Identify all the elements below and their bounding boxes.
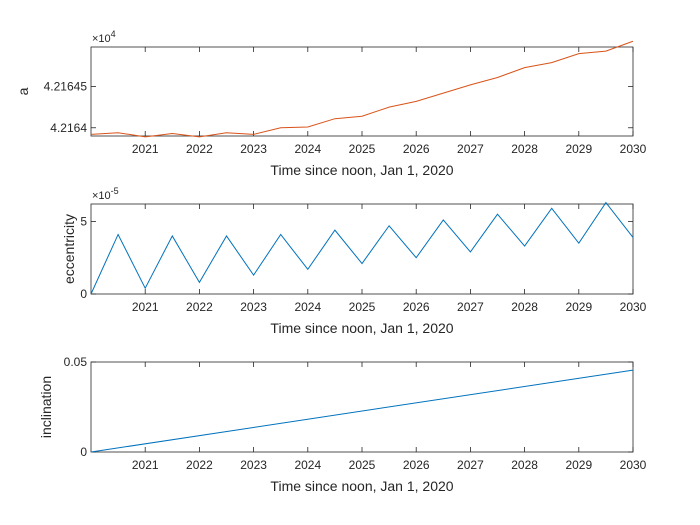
semi-major-axis-x-tick-label: 2030 [620,142,647,156]
eccentricity-x-tick-label: 2028 [511,300,538,314]
semi-major-axis-series-line [90,40,634,138]
semi-major-axis-x-tick-label: 2022 [186,142,213,156]
inclination-x-axis-label: Time since noon, Jan 1, 2020 [270,478,453,494]
eccentricity-subplot: 2021 2022 2023 2024 2025 2026 2027 2028 2029 2030… [61,186,647,336]
semi-major-axis-exponent-power: 4 [111,29,116,39]
eccentricity-x-tick-label: 2026 [403,300,430,314]
eccentricity-exponent-base: ×10 [92,190,111,202]
eccentricity-x-tick-label: 2025 [349,300,376,314]
inclination-axes-box [90,361,634,453]
semi-major-axis-y-tick-label: 4.21645 [44,80,88,94]
inclination-x-tick-label: 2030 [620,458,647,472]
semi-major-axis-x-tick-label: 2029 [565,142,592,156]
eccentricity-x-tick-label: 2030 [620,300,647,314]
eccentricity-y-tick-label: 0 [80,287,87,301]
inclination-series-line [90,369,634,453]
inclination-x-tick-label: 2023 [240,458,267,472]
subplots: 2021 2022 2023 2024 2025 2026 2027 2028 2029 2030… [15,29,647,494]
eccentricity-x-tick-label: 2027 [457,300,484,314]
eccentricity-y-axis-label: eccentricity [61,214,77,284]
inclination-x-tick-label: 2022 [186,458,213,472]
eccentricity-x-axis-label: Time since noon, Jan 1, 2020 [270,320,453,336]
inclination-x-tick-label: 2021 [132,458,159,472]
eccentricity-x-tick-label: 2022 [186,300,213,314]
semi-major-axis-exponent-base: ×10 [92,33,111,45]
eccentricity-exponent-label: ×10-5 [92,186,119,202]
inclination-y-tick-label: 0.05 [64,355,88,369]
semi-major-axis-x-tick-label: 2024 [294,142,321,156]
eccentricity-y-tick-label: 5 [80,214,87,228]
semi-major-axis-axes-box [90,46,634,137]
inclination-x-tick-label: 2027 [457,458,484,472]
inclination-x-tick-label: 2029 [565,458,592,472]
eccentricity-x-tick-label: 2021 [132,300,159,314]
semi-major-axis-x-tick-label: 2026 [403,142,430,156]
inclination-x-tick-label: 2026 [403,458,430,472]
eccentricity-exponent-power: -5 [111,186,119,196]
inclination-x-tick-label: 2028 [511,458,538,472]
eccentricity-x-tick-label: 2023 [240,300,267,314]
semi-major-axis-x-axis-label: Time since noon, Jan 1, 2020 [270,162,453,178]
semi-major-axis-x-tick-label: 2027 [457,142,484,156]
semi-major-axis-x-tick-label: 2023 [240,142,267,156]
semi-major-axis-x-tick-label: 2028 [511,142,538,156]
semi-major-axis-y-axis-label: a [15,87,31,95]
semi-major-axis-x-tick-label: 2021 [132,142,159,156]
semi-major-axis-y-tick-label: 4.2164 [50,121,87,135]
inclination-x-tick-label: 2024 [294,458,321,472]
eccentricity-x-tick-label: 2024 [294,300,321,314]
eccentricity-x-tick-label: 2029 [565,300,592,314]
inclination-y-axis-label: inclination [38,376,54,438]
semi-major-axis-x-tick-label: 2025 [349,142,376,156]
semi-major-axis-subplot: 2021 2022 2023 2024 2025 2026 2027 2028 2029 2030… [15,29,647,178]
inclination-x-tick-label: 2025 [349,458,376,472]
semi-major-axis-exponent-label: ×104 [92,29,116,45]
eccentricity-axes-box [90,203,634,295]
inclination-subplot: 2021 2022 2023 2024 2025 2026 2027 2028 2029 2030… [38,355,647,494]
inclination-y-tick-label: 0 [80,445,87,459]
eccentricity-series-line [90,201,634,295]
